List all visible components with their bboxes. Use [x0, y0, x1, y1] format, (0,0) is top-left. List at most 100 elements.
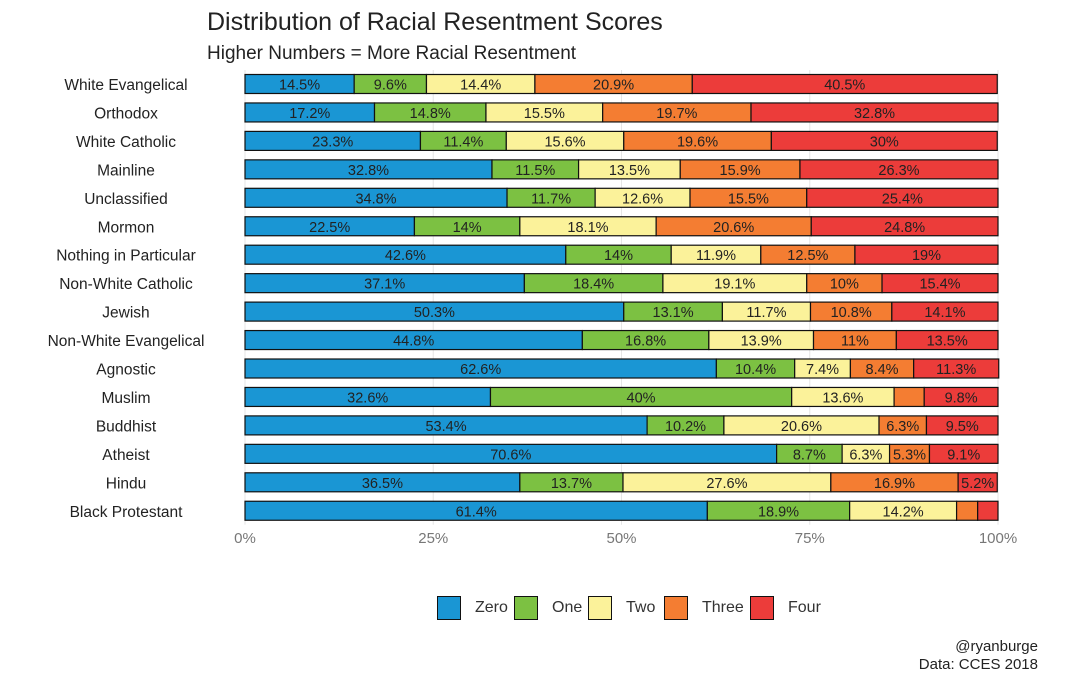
x-tick-label: 25% — [418, 530, 448, 547]
bar-value-label: 8.4% — [866, 362, 899, 378]
bar-value-label: 18.1% — [567, 220, 608, 236]
x-tick-label: 50% — [606, 530, 636, 547]
bar-segment-four — [913, 358, 1000, 379]
bar-segment-four — [691, 73, 998, 95]
bar-value-label: 14.4% — [460, 78, 501, 94]
bar-value-label: 5.3% — [893, 447, 926, 463]
category-label: Non-White Catholic — [59, 276, 193, 293]
category-label: White Catholic — [76, 134, 176, 151]
bar-labels: 14.5% 9.6% 14.4% 20.9% 40.5% 17.2% 14.8% 15.5% 1… — [279, 78, 994, 521]
bar-segment-four — [957, 472, 998, 493]
bar-value-label: 11.3% — [936, 362, 976, 378]
category-label: Nothing in Particular — [56, 248, 196, 265]
bar-segment-four — [806, 187, 999, 208]
bar-value-label: 34.8% — [355, 191, 396, 207]
x-tick-label: 100% — [979, 530, 1017, 547]
bar-value-label: 10.2% — [665, 419, 706, 435]
chart-subtitle: Higher Numbers = More Racial Resentment — [207, 43, 577, 64]
bar-value-label: 22.5% — [309, 220, 350, 236]
bar-value-label: 5.2% — [961, 476, 994, 492]
bar-segment-four — [928, 443, 999, 464]
bar-value-label: 17.2% — [289, 106, 330, 122]
legend-label-one: One — [552, 599, 583, 616]
legend-swatch-one — [514, 596, 538, 620]
category-label: Jewish — [102, 305, 149, 322]
category-label: Unclassified — [84, 191, 168, 208]
bar-value-label: 10.4% — [735, 362, 776, 378]
bar-value-label: 14% — [453, 220, 482, 236]
bar-value-label: 9.1% — [947, 447, 980, 463]
bar-segment-four — [881, 273, 999, 294]
bar-segment-four — [977, 500, 999, 521]
bar-value-label: 12.5% — [787, 248, 828, 264]
bar-value-label: 42.6% — [385, 248, 426, 264]
bar-value-label: 19% — [912, 248, 941, 264]
bar-value-label: 9.8% — [945, 390, 978, 406]
credit: @ryanburge Data: CCES 2018 — [919, 638, 1038, 674]
bar-value-label: 15.5% — [728, 191, 769, 207]
bar-segment-four — [925, 415, 999, 436]
bar-value-label: 44.8% — [393, 334, 434, 350]
legend-label-four: Four — [788, 599, 821, 616]
bar-value-label: 13.1% — [653, 305, 694, 321]
bar-value-label: 13.5% — [609, 163, 650, 179]
bar-value-label: 23.3% — [312, 134, 353, 150]
legend-swatch-three — [664, 596, 688, 620]
category-label: Black Protestant — [70, 504, 184, 521]
bar-value-label: 10.8% — [831, 305, 872, 321]
bar-value-label: 13.7% — [551, 476, 592, 492]
bar-value-label: 8.7% — [793, 447, 826, 463]
bar-value-label: 26.3% — [878, 163, 919, 179]
credit-source: Data: CCES 2018 — [918, 656, 1038, 673]
bar-value-label: 13.9% — [741, 334, 782, 350]
bar-value-label: 37.1% — [364, 277, 405, 293]
legend-swatch-two — [588, 596, 612, 620]
bar-value-label: 11.9% — [696, 248, 736, 264]
bar-value-label: 13.5% — [927, 334, 968, 350]
legend-swatch-zero — [437, 596, 461, 620]
x-tick-label: 75% — [795, 530, 825, 547]
bar-value-label: 14.5% — [279, 78, 320, 94]
bar-value-label: 19.6% — [677, 134, 718, 150]
bar-value-label: 11% — [841, 334, 869, 350]
category-label: Orthodox — [94, 105, 158, 122]
bar-value-label: 15.5% — [524, 106, 565, 122]
bar-value-label: 20.6% — [713, 220, 754, 236]
bar-segment-three — [893, 386, 925, 408]
bar-value-label: 70.6% — [490, 447, 531, 463]
category-label: Non-White Evangelical — [48, 333, 205, 350]
bar-value-label: 19.7% — [656, 106, 697, 122]
bar-segment-four — [750, 102, 999, 123]
bars — [244, 73, 1000, 521]
category-label: White Evangelical — [64, 77, 187, 94]
legend-item-three: Three — [664, 594, 744, 622]
category-label: Mainline — [97, 162, 155, 179]
legend-item-zero: Zero — [437, 594, 508, 622]
bar-segment-four — [799, 159, 999, 180]
bar-value-label: 20.9% — [593, 78, 634, 94]
legend: Zero One Two Three Four — [0, 594, 1080, 624]
bar-value-label: 9.6% — [374, 78, 407, 94]
bar-value-label: 15.9% — [720, 163, 761, 179]
bar-value-label: 62.6% — [460, 362, 501, 378]
bar-value-label: 11.7% — [746, 305, 786, 321]
bar-value-label: 53.4% — [425, 419, 466, 435]
bar-value-label: 20.6% — [781, 419, 822, 435]
bar-value-label: 61.4% — [456, 504, 497, 520]
category-labels: White Evangelical Orthodox White Catholic M… — [48, 77, 205, 521]
bar-value-label: 14.1% — [924, 305, 965, 321]
legend-item-one: One — [514, 594, 582, 622]
bar-value-label: 18.9% — [758, 504, 799, 520]
bar-segment-four — [895, 329, 999, 351]
category-label: Buddhist — [96, 418, 157, 435]
bar-value-label: 13.6% — [822, 390, 863, 406]
bar-segment-four — [770, 130, 998, 151]
bar-value-label: 9.5% — [946, 419, 979, 435]
bar-value-label: 32.6% — [347, 390, 388, 406]
stacked-bar-chart: 14.5% 9.6% 14.4% 20.9% 40.5% 17.2% 14.8% 15.5% 1… — [48, 70, 1017, 547]
legend-label-two: Two — [626, 599, 656, 616]
bar-value-label: 11.4% — [443, 134, 483, 150]
bar-value-label: 6.3% — [886, 419, 919, 435]
bar-segment-three — [955, 500, 979, 521]
bar-value-label: 14.8% — [410, 106, 451, 122]
